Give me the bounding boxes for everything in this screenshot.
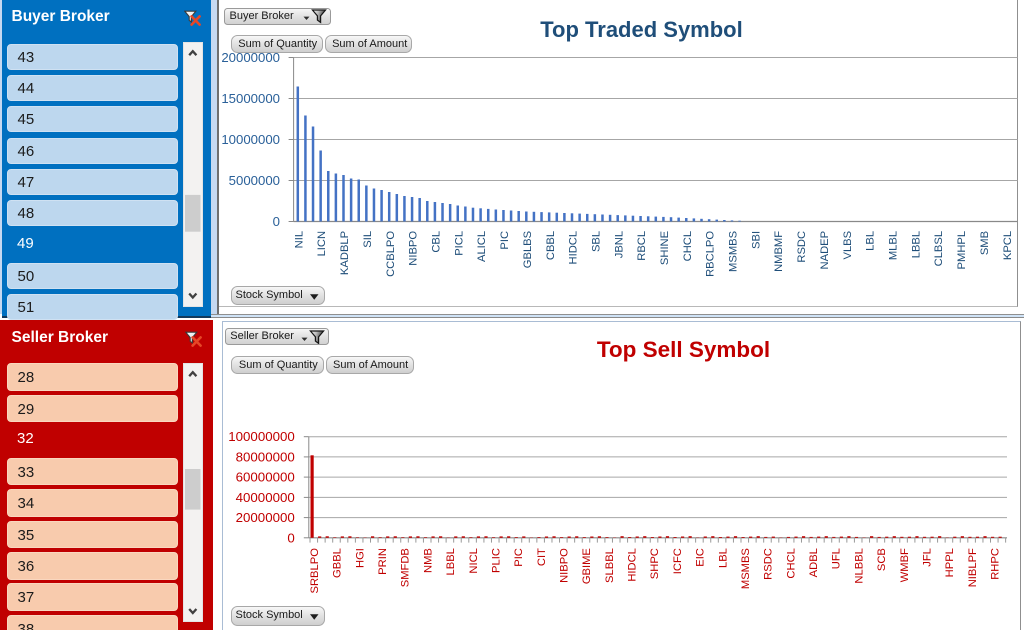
svg-text:MLBL: MLBL [888, 231, 900, 260]
svg-text:RBCL: RBCL [636, 231, 648, 261]
svg-text:15000000: 15000000 [221, 91, 280, 106]
svg-text:MSMBS: MSMBS [728, 231, 740, 272]
svg-text:CCBLPO: CCBLPO [385, 231, 397, 277]
svg-text:LBL: LBL [865, 231, 877, 251]
svg-text:SMFDB: SMFDB [400, 548, 412, 587]
svg-text:SHINE: SHINE [659, 231, 671, 265]
svg-text:LBBL: LBBL [910, 231, 922, 258]
svg-text:EIC: EIC [695, 548, 707, 567]
svg-text:GBLBS: GBLBS [522, 231, 534, 268]
svg-text:CHCL: CHCL [785, 548, 797, 578]
svg-text:GBBL: GBBL [332, 548, 344, 578]
svg-text:SBI: SBI [750, 231, 762, 249]
svg-text:RSDC: RSDC [796, 231, 808, 263]
svg-text:PLIC: PLIC [491, 548, 503, 573]
svg-text:CBBL: CBBL [545, 231, 557, 260]
svg-text:NIBPO: NIBPO [559, 548, 571, 583]
svg-text:20000000: 20000000 [236, 510, 295, 525]
svg-text:40000000: 40000000 [236, 490, 295, 505]
svg-text:0: 0 [273, 214, 280, 229]
svg-text:LICN: LICN [316, 231, 328, 257]
svg-text:RSDC: RSDC [763, 548, 775, 580]
svg-text:ADBL: ADBL [808, 548, 820, 577]
svg-text:RHPC: RHPC [990, 548, 1002, 580]
svg-text:SCB: SCB [876, 548, 888, 571]
svg-text:JBNL: JBNL [613, 231, 625, 258]
svg-text:ICFC: ICFC [672, 548, 684, 574]
svg-text:PIC: PIC [499, 231, 511, 250]
svg-text:NIBPO: NIBPO [408, 231, 420, 266]
svg-text:HIDCL: HIDCL [568, 231, 580, 265]
svg-text:UFL: UFL [831, 548, 843, 569]
svg-text:SIL: SIL [362, 231, 374, 248]
svg-text:NLBBL: NLBBL [853, 548, 865, 583]
svg-text:ALICL: ALICL [476, 231, 488, 262]
svg-text:MSMBS: MSMBS [740, 548, 752, 589]
svg-text:CLBSL: CLBSL [933, 231, 945, 266]
svg-text:PICL: PICL [453, 231, 465, 256]
svg-text:CBL: CBL [431, 231, 443, 253]
svg-text:0: 0 [287, 530, 294, 545]
svg-text:HIDCL: HIDCL [627, 548, 639, 582]
svg-text:SHPC: SHPC [649, 548, 661, 579]
svg-text:SRBLPO: SRBLPO [309, 548, 321, 594]
svg-text:PIC: PIC [513, 548, 525, 567]
svg-text:60000000: 60000000 [236, 470, 295, 485]
svg-text:VLBS: VLBS [842, 231, 854, 260]
svg-text:NMBMF: NMBMF [773, 231, 785, 272]
svg-text:KPCL: KPCL [1002, 231, 1014, 260]
svg-text:PMHPL: PMHPL [956, 231, 968, 270]
svg-text:SBL: SBL [591, 231, 603, 252]
svg-text:NICL: NICL [468, 548, 480, 574]
svg-text:GBIME: GBIME [581, 548, 593, 584]
svg-text:5000000: 5000000 [229, 173, 280, 188]
svg-text:SLBBL: SLBBL [604, 548, 616, 583]
svg-text:HGI: HGI [354, 548, 366, 568]
svg-text:SMB: SMB [979, 231, 991, 255]
svg-text:100000000: 100000000 [228, 429, 295, 444]
svg-text:RBCLPO: RBCLPO [705, 231, 717, 277]
svg-text:PRIN: PRIN [377, 548, 389, 575]
svg-text:LBL: LBL [717, 548, 729, 568]
svg-text:20000000: 20000000 [221, 50, 280, 65]
svg-text:NMB: NMB [422, 548, 434, 573]
svg-text:NIL: NIL [293, 231, 305, 248]
svg-text:10000000: 10000000 [221, 132, 280, 147]
svg-text:CIT: CIT [536, 548, 548, 566]
svg-text:CHCL: CHCL [682, 231, 694, 261]
svg-text:JFL: JFL [921, 548, 933, 567]
svg-text:80000000: 80000000 [236, 449, 295, 464]
svg-text:NIBLPF: NIBLPF [967, 548, 979, 587]
svg-text:KADBLP: KADBLP [339, 231, 351, 275]
svg-text:LBBL: LBBL [445, 548, 457, 575]
svg-text:NADEP: NADEP [819, 231, 831, 270]
svg-text:HPPL: HPPL [944, 548, 956, 577]
svg-text:WMBF: WMBF [899, 548, 911, 582]
